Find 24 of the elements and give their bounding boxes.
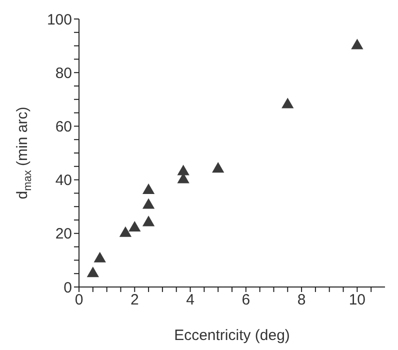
x-tick-label: 6 bbox=[242, 292, 250, 309]
y-tick-label: 100 bbox=[46, 11, 72, 28]
point bbox=[94, 252, 106, 262]
x-axis-title: Eccentricity (deg) bbox=[174, 327, 290, 344]
point bbox=[142, 184, 155, 194]
x-tick-label: 8 bbox=[297, 292, 306, 309]
point bbox=[351, 38, 364, 50]
point bbox=[86, 266, 99, 278]
y-tick-label: 40 bbox=[55, 172, 72, 190]
point bbox=[177, 164, 190, 176]
point bbox=[119, 226, 132, 237]
point bbox=[282, 98, 294, 108]
point bbox=[142, 198, 155, 209]
point bbox=[142, 216, 155, 226]
y-tick-label: 80 bbox=[55, 64, 72, 82]
x-tick-label: 10 bbox=[348, 292, 366, 309]
point bbox=[128, 221, 141, 232]
x-tick-label: 2 bbox=[130, 292, 139, 309]
point bbox=[212, 162, 224, 173]
x-tick-label: 4 bbox=[186, 292, 194, 309]
x-tick-label: 0 bbox=[74, 292, 84, 309]
y-tick-label: 0 bbox=[64, 279, 72, 296]
y-tick-label: 60 bbox=[55, 118, 72, 136]
y-tick-label: 20 bbox=[55, 226, 72, 243]
